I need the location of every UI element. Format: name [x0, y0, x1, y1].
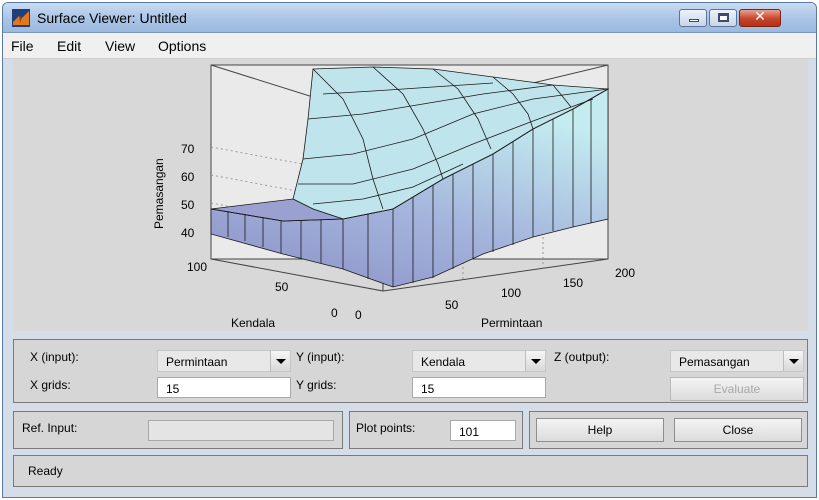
x-tick-150: 150 — [563, 276, 583, 290]
help-button[interactable]: Help — [536, 418, 664, 442]
maximize-button[interactable] — [709, 9, 737, 27]
z-tick-70: 70 — [181, 142, 195, 156]
x-grids-input[interactable]: 15 — [157, 377, 291, 398]
close-icon: ✕ — [754, 9, 766, 25]
z-tick-60: 60 — [181, 170, 195, 184]
y-grids-value: 15 — [421, 382, 435, 396]
plot-points-label: Plot points: — [356, 421, 416, 435]
status-text: Ready — [28, 464, 63, 478]
action-buttons-panel: Help Close — [529, 411, 808, 449]
menu-bar: File Edit View Options — [3, 33, 816, 59]
axis-labels: 70 60 50 40 Pemasangan 100 50 0 Kendala … — [152, 142, 635, 330]
minimize-button[interactable] — [679, 9, 707, 27]
y-input-label: Y (input): — [296, 350, 345, 364]
x-axis-label: Permintaan — [481, 316, 542, 330]
plot-points-value: 101 — [459, 425, 480, 439]
matlab-logo-icon — [12, 9, 30, 27]
x-tick-0: 0 — [355, 308, 362, 322]
maximize-icon — [718, 13, 729, 22]
y-grids-label: Y grids: — [296, 378, 337, 392]
x-input-value: Permintaan — [166, 355, 228, 369]
plot-points-panel: Plot points: 101 — [349, 411, 523, 449]
chevron-down-icon — [783, 351, 803, 371]
surface-plot[interactable]: 70 60 50 40 Pemasangan 100 50 0 Kendala … — [13, 59, 808, 331]
plot-canvas[interactable]: 70 60 50 40 Pemasangan 100 50 0 Kendala … — [13, 59, 808, 331]
x-input-dropdown[interactable]: Permintaan — [157, 350, 291, 372]
x-grids-label: X grids: — [30, 378, 71, 392]
x-grids-value: 15 — [166, 382, 180, 396]
z-tick-50: 50 — [181, 198, 195, 212]
y-tick-100: 100 — [187, 260, 207, 274]
ref-input-panel: Ref. Input: — [13, 411, 343, 449]
y-input-value: Kendala — [421, 355, 466, 369]
ref-input-label: Ref. Input: — [22, 421, 78, 435]
status-bar: Ready — [13, 455, 808, 487]
y-tick-50: 50 — [275, 280, 289, 294]
y-grids-input[interactable]: 15 — [412, 377, 546, 398]
y-axis-label: Kendala — [231, 316, 275, 330]
z-output-label: Z (output): — [554, 350, 610, 364]
y-tick-0: 0 — [331, 306, 338, 320]
window-title: Surface Viewer: Untitled — [37, 10, 187, 26]
surface-mesh — [210, 66, 610, 288]
menu-file[interactable]: File — [11, 38, 34, 54]
x-input-label: X (input): — [30, 350, 79, 364]
chevron-down-icon — [270, 351, 290, 371]
chevron-down-icon — [525, 351, 545, 371]
y-input-dropdown[interactable]: Kendala — [412, 350, 546, 372]
evaluate-button[interactable]: Evaluate — [670, 377, 804, 401]
z-axis-label: Pemasangan — [152, 158, 166, 229]
z-tick-40: 40 — [181, 226, 195, 240]
close-window-button[interactable]: ✕ — [739, 9, 781, 27]
x-tick-50: 50 — [445, 298, 459, 312]
menu-view[interactable]: View — [105, 38, 136, 54]
z-output-value: Pemasangan — [679, 355, 750, 369]
x-tick-200: 200 — [615, 266, 635, 280]
plot-points-input[interactable]: 101 — [450, 420, 516, 441]
title-bar[interactable]: Surface Viewer: Untitled ✕ — [3, 3, 816, 33]
close-button[interactable]: Close — [674, 418, 802, 442]
menu-options[interactable]: Options — [158, 38, 207, 54]
ref-input-field[interactable] — [148, 420, 334, 441]
menu-edit[interactable]: Edit — [57, 38, 82, 54]
axes-settings-panel: X (input): Permintaan Y (input): Kendala… — [13, 339, 808, 403]
z-output-dropdown[interactable]: Pemasangan — [670, 350, 804, 372]
minimize-icon — [689, 19, 699, 22]
x-tick-100: 100 — [501, 286, 521, 300]
